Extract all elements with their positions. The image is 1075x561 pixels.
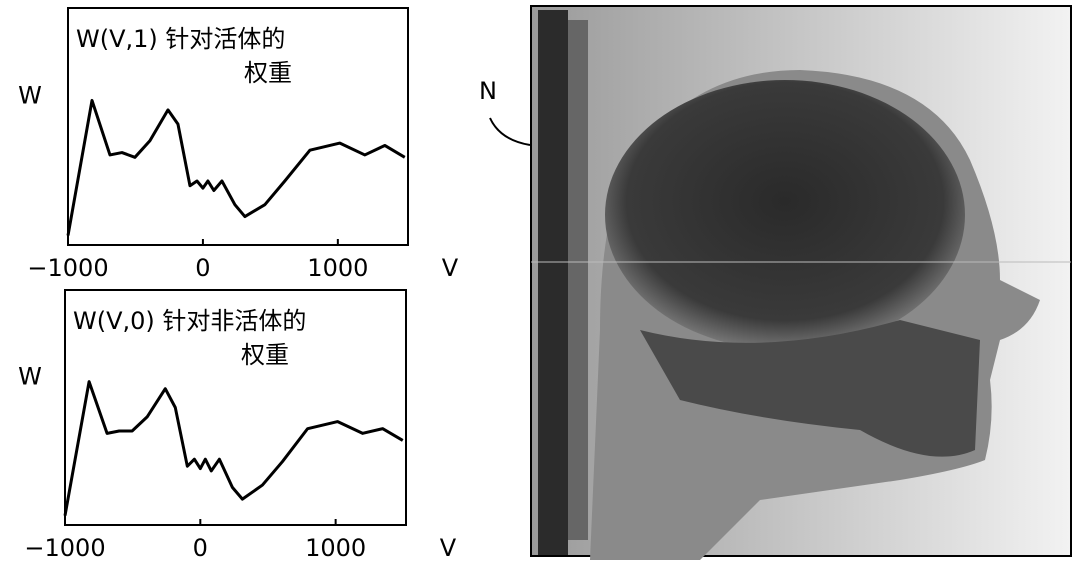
- y-axis-label: W: [18, 82, 42, 110]
- series-line: [65, 382, 403, 516]
- figure-label: N: [479, 77, 497, 105]
- figure: N W(V,1) 针对活体的权重WV−100001000W(V,0) 针对非活体…: [0, 0, 1075, 561]
- x-axis-label: V: [442, 254, 459, 282]
- x-tick-label: 1000: [305, 534, 366, 561]
- x-tick-label: 0: [195, 254, 210, 282]
- chart-title: 权重: [241, 341, 289, 369]
- chart-title: 权重: [244, 59, 292, 87]
- x-tick-label: −1000: [24, 534, 105, 561]
- x-axis-label: V: [440, 534, 457, 561]
- xray-image: [531, 6, 1071, 560]
- chart-title: W(V,0) 针对非活体的: [73, 307, 306, 335]
- chart-title: W(V,1) 针对活体的: [76, 25, 285, 53]
- y-axis-label: W: [18, 363, 42, 391]
- leader-line: [490, 118, 530, 145]
- x-tick-label: 1000: [307, 254, 368, 282]
- series-line: [68, 100, 405, 235]
- x-tick-label: 0: [193, 534, 208, 561]
- x-tick-label: −1000: [27, 254, 108, 282]
